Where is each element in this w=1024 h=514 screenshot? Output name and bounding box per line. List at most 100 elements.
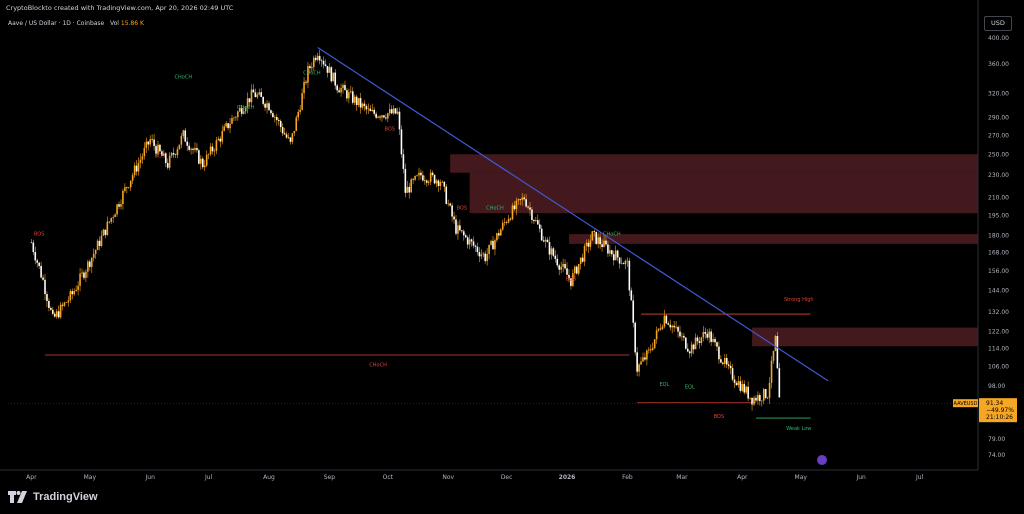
candle-body (102, 229, 105, 236)
candle-body (716, 342, 718, 347)
candle-body (408, 186, 411, 193)
candle-body (579, 257, 582, 265)
candle-body (509, 218, 512, 220)
candle-body (332, 72, 335, 82)
candle-body (700, 337, 703, 343)
candle-body (544, 239, 547, 242)
candle-body (201, 158, 204, 168)
candle-body (110, 217, 113, 222)
candle-body (570, 278, 572, 286)
candle-body (404, 168, 407, 193)
event-icon[interactable] (817, 455, 827, 465)
candle-body (445, 186, 448, 204)
candle-body (696, 337, 699, 342)
candle-body (277, 119, 280, 121)
candle-body (229, 123, 231, 129)
candle-body (141, 156, 144, 160)
candle-body (203, 165, 206, 168)
supply-zone (752, 327, 978, 347)
currency-button[interactable]: USD (984, 16, 1012, 31)
structure-annotation: Weak Low (786, 426, 811, 432)
candle-body (371, 109, 374, 112)
candle-body (295, 117, 298, 131)
time-tick-label: Apr (26, 474, 37, 481)
candle-body (361, 103, 364, 108)
candle-body (233, 117, 235, 119)
candle-body (94, 250, 97, 254)
candle-body (698, 341, 701, 343)
candle-body (200, 158, 202, 164)
candle-body (260, 92, 263, 97)
candle-body (48, 300, 50, 308)
candle-body (322, 60, 325, 65)
candle-body (344, 85, 346, 91)
candle-body (285, 134, 288, 138)
candle-body (694, 337, 697, 350)
candle-body (720, 359, 722, 363)
candle-body (505, 222, 508, 223)
candle-body (536, 220, 539, 225)
candle-body (375, 113, 377, 118)
candle-body (622, 263, 625, 265)
candle-body (414, 176, 416, 180)
candle-body (207, 154, 210, 155)
candle-body (50, 307, 52, 310)
candle-body (51, 309, 54, 314)
candle-body (394, 108, 397, 114)
candle-body (283, 133, 286, 135)
candle-body (225, 123, 227, 127)
candle-body (653, 339, 656, 349)
candle-body (147, 141, 150, 145)
structure-annotation: CHoCH (369, 362, 387, 368)
descending-trendline[interactable] (317, 47, 829, 382)
candle-body (692, 344, 695, 350)
price-tick-label: 79.00 (988, 436, 1005, 443)
candle-body (433, 174, 436, 184)
candle-body (478, 252, 481, 257)
candle-body (753, 397, 755, 405)
candle-body (688, 351, 691, 354)
time-tick-label: Sep (324, 474, 336, 481)
candle-body (40, 265, 42, 278)
candle-body (741, 383, 744, 391)
candle-body (87, 261, 89, 272)
candle-body (30, 242, 33, 244)
candle-body (180, 135, 183, 145)
price-tick-label: 156.00 (988, 268, 1009, 275)
candle-body (198, 150, 200, 164)
candle-body (369, 108, 372, 112)
candle-body (215, 140, 218, 151)
candle-body (466, 237, 469, 245)
candle-body (377, 116, 379, 118)
candle-body (89, 261, 91, 267)
candle-body (211, 146, 214, 152)
candle-body (568, 274, 570, 279)
candle-body (320, 60, 323, 62)
candle-body (373, 109, 375, 114)
candle-body (223, 126, 226, 131)
price-tick-label: 180.00 (988, 232, 1009, 239)
candle-body (79, 273, 81, 286)
candle-body (346, 90, 348, 99)
candle-body (330, 67, 333, 82)
candle-body (38, 262, 40, 266)
candle-body (743, 383, 746, 393)
candle-body (231, 118, 233, 124)
chart-credit: CryptoBlockto created with TradingView.c… (6, 4, 234, 12)
candle-body (270, 110, 272, 114)
candle-body (624, 260, 627, 265)
candle-body (587, 242, 590, 247)
structure-annotation: BOS (457, 205, 467, 211)
candle-body (100, 235, 103, 246)
time-tick-label: Apr (737, 474, 748, 481)
candle-body (566, 268, 568, 275)
candle-body (59, 304, 62, 318)
candle-body (170, 153, 173, 156)
candle-body (385, 117, 387, 119)
candle-body (435, 180, 438, 184)
candle-body (595, 231, 598, 244)
candle-body (81, 272, 83, 274)
candle-body (299, 109, 301, 112)
candle-body (603, 240, 605, 247)
